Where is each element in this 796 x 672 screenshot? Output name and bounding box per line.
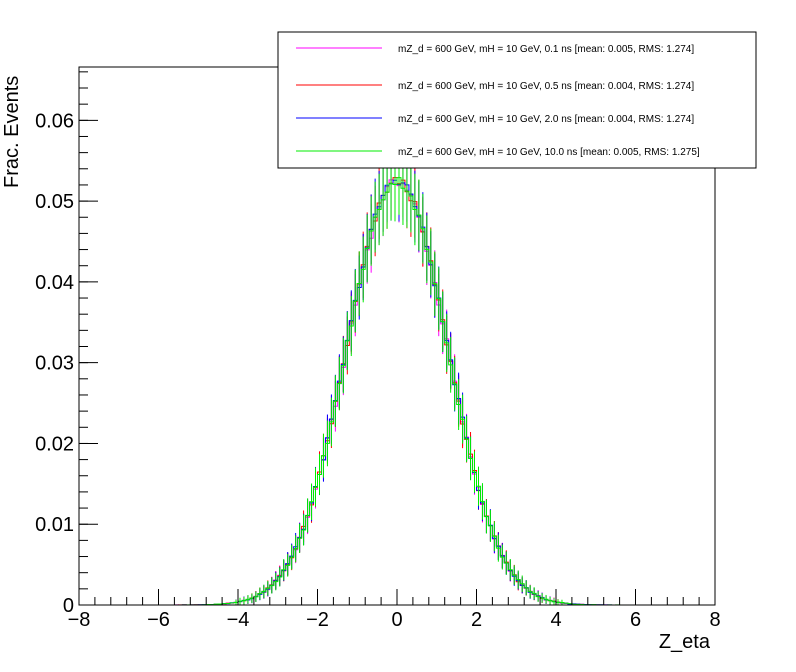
x-axis-title: Z_eta <box>659 631 711 653</box>
legend-label-3: mZ_d = 600 GeV, mH = 10 GeV, 10.0 ns [me… <box>398 147 700 158</box>
y-tick-label: 0 <box>63 595 74 617</box>
legend-label-0: mZ_d = 600 GeV, mH = 10 GeV, 0.1 ns [mea… <box>398 44 694 55</box>
x-tick-label: 4 <box>550 609 561 631</box>
legend: mZ_d = 600 GeV, mH = 10 GeV, 0.1 ns [mea… <box>277 31 757 169</box>
legend-box <box>277 31 757 169</box>
legend-label-1: mZ_d = 600 GeV, mH = 10 GeV, 0.5 ns [mea… <box>398 81 694 92</box>
legend-label-2: mZ_d = 600 GeV, mH = 10 GeV, 2.0 ns [mea… <box>398 114 694 125</box>
x-tick-label: 0 <box>391 609 402 631</box>
x-tick-label: 8 <box>709 609 720 631</box>
y-tick-label: 0.02 <box>35 433 74 455</box>
axis-layer: −8 −6 −4 −2 0 2 4 6 8 0 0.01 0.02 0.03 0.04 0.05 0.06 <box>35 71 721 631</box>
y-tick-label: 0.06 <box>35 110 74 132</box>
x-tick-label: 6 <box>630 609 641 631</box>
y-axis-title: Frac. Events <box>1 76 23 188</box>
y-tick-label: 0.01 <box>35 514 74 536</box>
x-tick-label: −4 <box>227 609 250 631</box>
x-tick-label: −2 <box>306 609 329 631</box>
y-tick-label: 0.05 <box>35 191 74 213</box>
x-tick-label: 2 <box>471 609 482 631</box>
y-tick-label: 0.03 <box>35 353 74 375</box>
y-tick-label: 0.04 <box>35 272 74 294</box>
x-tick-label: −6 <box>147 609 170 631</box>
x-tick-label: −8 <box>68 609 91 631</box>
